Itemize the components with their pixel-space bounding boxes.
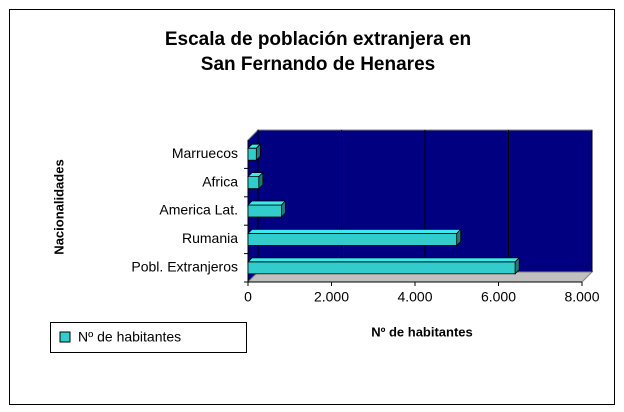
legend-label: Nº de habitantes — [78, 329, 181, 345]
x-tick-label: 8.000 — [564, 289, 599, 305]
bar-side — [456, 228, 462, 247]
bar — [247, 204, 282, 218]
bar — [247, 147, 257, 161]
x-axis-title: Nº de habitantes — [371, 324, 473, 339]
bar-top — [247, 200, 287, 206]
bar-side — [514, 256, 520, 275]
y-tick-label: Rumania — [182, 230, 238, 246]
x-tick-label: 4.000 — [397, 289, 432, 305]
y-axis-title: Nacionalidades — [51, 159, 66, 254]
bar-top — [247, 257, 521, 263]
x-tick-label: 2.000 — [314, 289, 349, 305]
x-tick-label: 0 — [244, 289, 252, 305]
chart-title: Escala de población extranjera en — [165, 29, 471, 50]
x-tick-label: 6.000 — [481, 289, 516, 305]
bar — [247, 261, 516, 275]
y-tick-label: America Lat. — [159, 202, 238, 218]
y-tick-label: Pobl. Extranjeros — [131, 259, 238, 275]
bar-side — [280, 200, 286, 218]
bar-top — [247, 228, 462, 234]
bar-side — [258, 171, 264, 190]
chart-title: San Fernando de Henares — [201, 54, 435, 75]
legend — [50, 322, 247, 353]
bar — [247, 176, 260, 190]
y-tick-label: Marruecos — [172, 145, 238, 161]
legend-swatch — [59, 331, 71, 343]
bar-side — [255, 143, 261, 162]
y-tick-label: Africa — [202, 173, 238, 189]
bar — [247, 232, 458, 246]
